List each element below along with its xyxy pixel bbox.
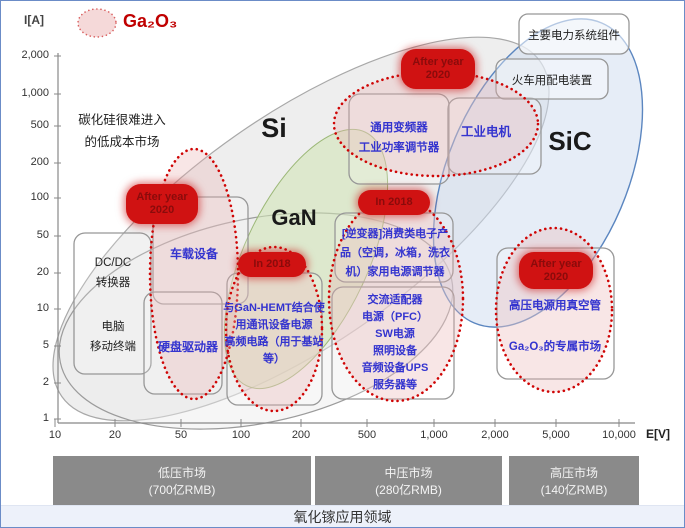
y-tick-label: 200: [30, 156, 49, 168]
x-tick-label: 50: [174, 429, 188, 441]
hdd-label: 硬盘驱动器: [157, 340, 218, 354]
power-supply-line: 照明设备: [373, 345, 417, 357]
x-tick-label: 1,000: [420, 429, 448, 441]
gan-hemt-line: 与GaN-HEMT结合使: [223, 302, 325, 314]
y-tick-label: 500: [30, 119, 49, 131]
x-tick-label: 500: [357, 429, 377, 441]
pc-mobile-label: 电脑 移动终端: [76, 317, 150, 357]
y-axis-unit: I[A]: [24, 13, 44, 27]
axis-ticks: [54, 55, 620, 427]
general-inverter-box: [348, 93, 450, 185]
x-tick-label: 10,000: [602, 429, 636, 441]
main-power-label: 主要电力系统组件: [528, 30, 620, 42]
annotation-line: 碳化硅很难进入: [78, 113, 166, 127]
power-supply-line: 音频设备UPS: [361, 362, 429, 374]
y-tick-label: 1: [42, 412, 49, 424]
badge-after-2020-hv: After year 2020: [519, 252, 593, 289]
y-tick-label: 10: [36, 302, 49, 314]
dcdc-line: DC/DC: [94, 257, 132, 269]
market-bar-title: 中压市场: [384, 465, 433, 480]
general-inverter-line: 通用变频器: [370, 122, 428, 134]
market-bar-value: (700亿RMB): [148, 482, 216, 497]
vehicle-label: 车载设备: [169, 247, 218, 261]
gan-hemt-label: 与GaN-HEMT结合使 用通讯设备电源 高频电路（用于基站 等）: [218, 300, 330, 368]
dcdc-label: DC/DC 转换器: [76, 253, 150, 293]
y-tick-label: 2,000: [21, 49, 49, 61]
legend-ga2o3-ellipse: [77, 8, 117, 38]
hv-tube-label: 高压电源用真空管: [509, 300, 601, 312]
train-power-box: [495, 58, 609, 100]
y-tick-label: 1,000: [21, 87, 49, 99]
power-supply-line: 交流适配器: [367, 294, 423, 306]
badge-line: In 2018: [375, 196, 413, 208]
consumer-label: [逆变器]消费类电子产 品（空调，冰箱，洗衣 机）家用电源调节器: [333, 225, 457, 282]
x-tick-label: 5,000: [542, 429, 570, 441]
gan-hemt-line: 高频电路（用于基站: [224, 336, 324, 348]
badge-in-2018-ganhemt: In 2018: [238, 252, 306, 277]
train-power-label: 火车用配电装置: [511, 75, 593, 87]
y-tick-label: 2: [42, 376, 49, 388]
exclusive-market-label: Ga₂O₃的专属市场: [508, 341, 602, 353]
general-inverter-label: 通用变频器 工业功率调节器: [344, 118, 454, 158]
ga2o3-ellipse-ganhemt: [224, 245, 324, 413]
badge-line: In 2018: [253, 258, 291, 270]
gan-hemt-line: 等）: [263, 353, 285, 365]
x-tick-label: 200: [291, 429, 311, 441]
pc-line: 电脑: [101, 321, 125, 333]
consumer-line: 机）家用电源调节器: [345, 266, 445, 278]
power-supply-line: 服务器等: [373, 379, 417, 391]
gan-region-shape: [223, 128, 389, 390]
badge-line: 2020: [543, 270, 569, 283]
y-tick-label: 100: [30, 191, 49, 203]
x-tick-label: 100: [231, 429, 251, 441]
annotation-line: 的低成本市场: [84, 135, 160, 149]
badge-after-2020-vehicle: After year 2020: [126, 184, 198, 224]
caption-strip: 氧化镓应用领域: [1, 505, 684, 527]
power-supply-line: SW电源: [375, 328, 415, 340]
badge-line: 2020: [425, 69, 451, 81]
market-bar-value: (140亿RMB): [540, 482, 608, 497]
market-bar-mid-voltage: 中压市场 (280亿RMB): [315, 456, 502, 507]
badge-line: After year: [412, 56, 464, 68]
y-tick-label: 5: [42, 339, 49, 351]
sic-region-label: SiC: [548, 126, 592, 156]
pc-line: 移动终端: [90, 341, 136, 353]
y-tick-label: 20: [36, 266, 49, 278]
market-bar-title: 低压市场: [157, 465, 206, 480]
badge-line: 2020: [149, 204, 175, 216]
market-bar-high-voltage: 高压市场 (140亿RMB): [509, 456, 639, 507]
market-bar-title: 高压市场: [549, 465, 598, 480]
chart-caption: 氧化镓应用领域: [293, 508, 392, 525]
legend-label: Ga₂O₃: [123, 11, 178, 31]
industrial-motor-box: [447, 97, 542, 175]
power-supply-line: 电源（PFC）: [362, 311, 428, 323]
dcdc-line: 转换器: [95, 277, 131, 289]
low-cost-annotation: 碳化硅很难进入 的低成本市场: [57, 109, 187, 153]
industrial-motor-label: 工业电机: [460, 125, 511, 139]
main-power-box: [518, 13, 630, 55]
consumer-line: [逆变器]消费类电子产: [341, 228, 449, 240]
general-inverter-line: 工业功率调节器: [358, 142, 440, 154]
gan-region-label: GaN: [271, 205, 317, 230]
power-supply-label: 交流适配器 电源（PFC） SW电源 照明设备 音频设备UPS 服务器等: [333, 292, 457, 394]
power-supply-box: [331, 286, 455, 400]
x-tick-label: 20: [108, 429, 122, 441]
gan-hemt-line: 用通讯设备电源: [235, 319, 313, 331]
x-tick-label: 2,000: [481, 429, 509, 441]
consumer-line: 品（空调，冰箱，洗衣: [340, 247, 450, 259]
dcdc-box: [73, 232, 152, 375]
market-bar-low-voltage: 低压市场 (700亿RMB): [53, 456, 311, 507]
market-bar-value: (280亿RMB): [375, 482, 442, 497]
badge-in-2018-consumer: In 2018: [358, 190, 430, 215]
badge-after-2020-inverter: After year 2020: [401, 49, 475, 89]
x-axis-unit: E[V]: [646, 427, 670, 441]
x-tick-label: 10: [48, 429, 62, 441]
si-region-label: Si: [261, 113, 287, 143]
badge-line: After year: [136, 191, 188, 203]
badge-line: After year: [530, 257, 582, 270]
y-tick-label: 50: [36, 229, 49, 241]
